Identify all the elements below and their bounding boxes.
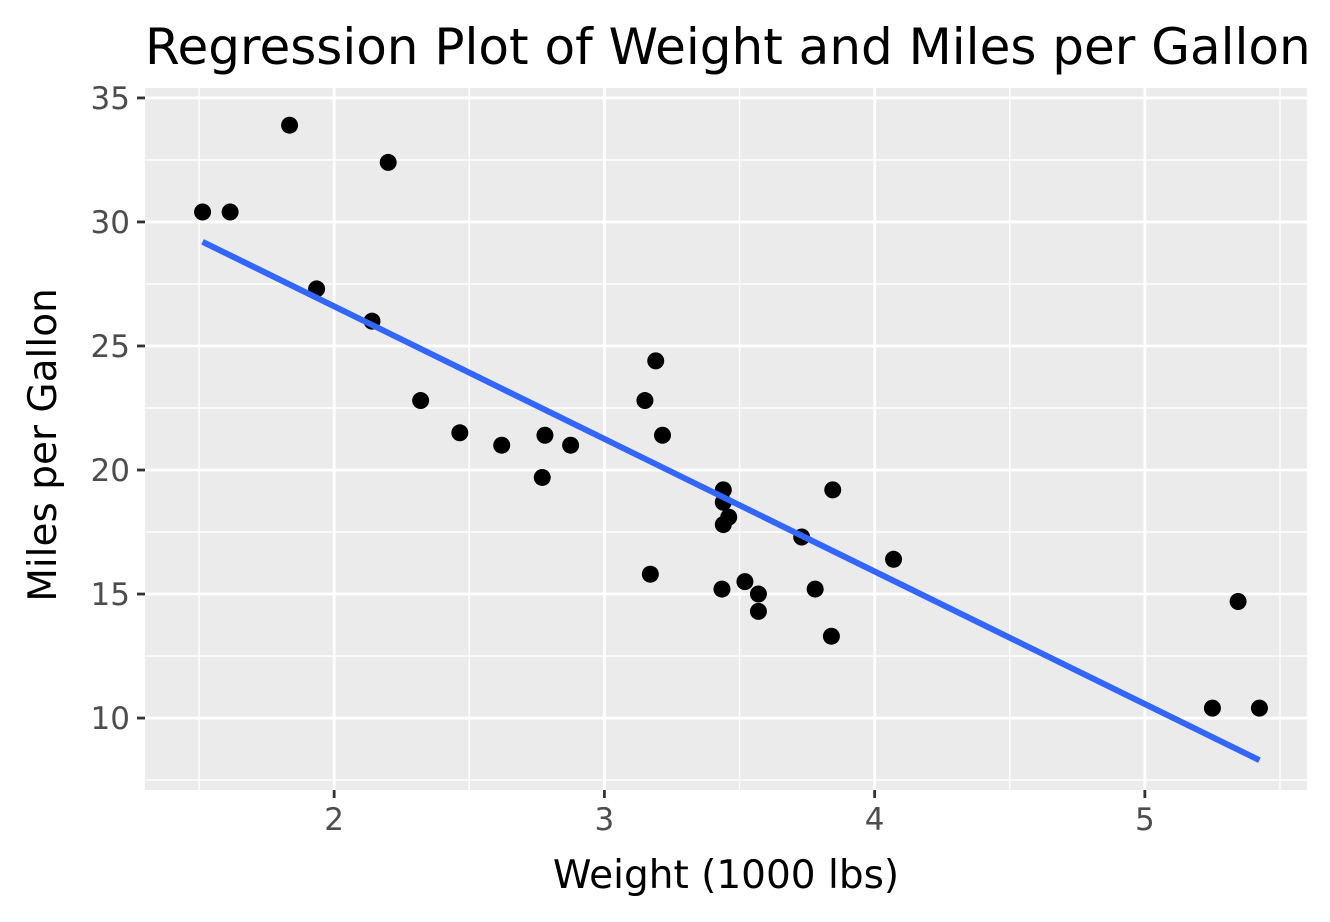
data-point bbox=[1229, 592, 1247, 610]
x-axis-title: Weight (1000 lbs) bbox=[553, 853, 899, 898]
data-point bbox=[647, 352, 665, 370]
data-point bbox=[493, 436, 511, 454]
x-tick-label: 3 bbox=[595, 802, 615, 838]
data-point bbox=[822, 627, 840, 645]
y-tick-label: 10 bbox=[91, 701, 130, 737]
plot-panel bbox=[145, 88, 1307, 790]
y-axis-title: Miles per Gallon bbox=[21, 288, 66, 602]
chart-title: Regression Plot of Weight and Miles per … bbox=[145, 18, 1311, 76]
data-point bbox=[379, 153, 397, 171]
data-point bbox=[713, 580, 731, 598]
x-tick-label: 4 bbox=[865, 802, 885, 838]
data-point bbox=[736, 573, 754, 591]
data-point bbox=[221, 203, 239, 221]
data-point bbox=[824, 481, 842, 499]
data-point bbox=[749, 602, 767, 620]
data-point bbox=[1203, 699, 1221, 717]
axis-ticks bbox=[137, 96, 1147, 798]
data-point bbox=[653, 426, 671, 444]
y-tick-label: 15 bbox=[91, 577, 130, 613]
data-point bbox=[562, 436, 580, 454]
data-point bbox=[641, 565, 659, 583]
y-tick-label: 30 bbox=[91, 205, 130, 241]
data-points bbox=[194, 116, 1268, 717]
data-point bbox=[533, 468, 551, 486]
data-point bbox=[536, 426, 554, 444]
data-point bbox=[749, 585, 767, 603]
y-tick-label: 25 bbox=[91, 329, 130, 365]
x-tick-label: 5 bbox=[1135, 802, 1155, 838]
x-tick-label: 2 bbox=[324, 802, 344, 838]
y-axis-tick-labels: 10 15 20 25 30 35 bbox=[91, 81, 130, 737]
x-axis-tick-labels: 2 3 4 5 bbox=[324, 802, 1154, 838]
data-point bbox=[412, 392, 430, 410]
data-point bbox=[1250, 699, 1268, 717]
data-point bbox=[714, 516, 732, 534]
data-point bbox=[451, 424, 469, 442]
data-point bbox=[806, 580, 824, 598]
y-tick-label: 35 bbox=[91, 81, 130, 117]
data-point bbox=[636, 392, 654, 410]
minor-gridlines bbox=[145, 88, 1307, 790]
data-point bbox=[281, 116, 299, 134]
data-point bbox=[885, 550, 903, 568]
y-tick-label: 20 bbox=[91, 453, 130, 489]
data-point bbox=[194, 203, 212, 221]
regression-line bbox=[201, 239, 1261, 763]
